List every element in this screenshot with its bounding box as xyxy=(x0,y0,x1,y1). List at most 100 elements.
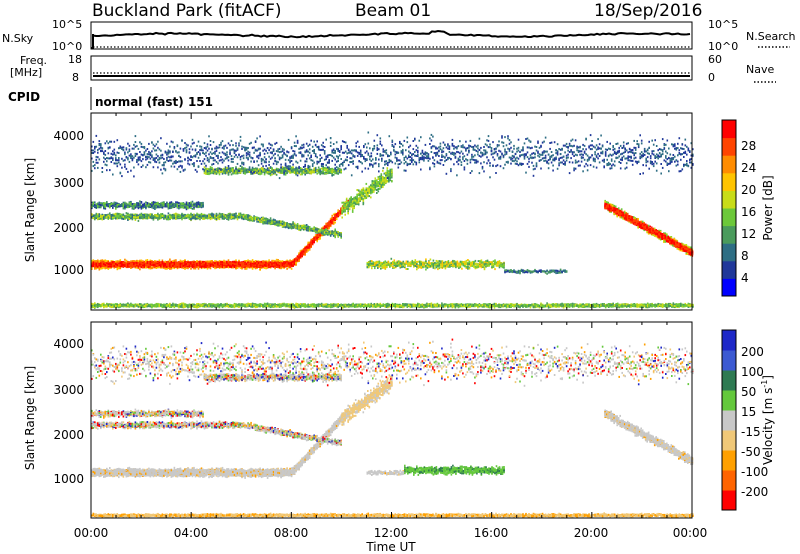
echo-cell xyxy=(527,305,529,307)
echo-cell xyxy=(166,268,168,270)
echo-cell xyxy=(138,306,140,308)
echo-cell xyxy=(611,304,613,306)
echo-cell xyxy=(342,304,344,306)
echo-cell xyxy=(187,263,189,265)
freq-left-tick-bottom: 8 xyxy=(72,71,79,84)
echo-cell xyxy=(315,304,317,306)
echo-cell xyxy=(458,306,460,308)
echo-cell xyxy=(554,304,556,306)
echo-cell xyxy=(181,262,183,264)
echo-cell xyxy=(192,305,194,307)
echo-cell xyxy=(561,303,563,305)
echo-cell xyxy=(183,260,185,262)
echo-cell xyxy=(258,305,260,307)
echo-cell xyxy=(100,263,102,265)
echo-cell xyxy=(617,303,619,305)
echo-cell xyxy=(195,262,197,264)
echo-cell xyxy=(641,304,643,306)
echo-cell xyxy=(162,263,164,265)
echo-cell xyxy=(331,304,333,306)
echo-cell xyxy=(563,307,565,309)
echo-cell xyxy=(416,305,418,307)
echo-cell xyxy=(223,305,225,307)
echo-cell xyxy=(103,306,105,308)
echo-cell xyxy=(174,304,176,306)
echo-cell xyxy=(235,303,237,305)
echo-cell xyxy=(437,304,439,306)
echo-cell xyxy=(112,261,114,263)
echo-cell xyxy=(528,304,530,306)
echo-cell xyxy=(189,265,191,267)
echo-cell xyxy=(103,261,105,263)
echo-cell xyxy=(265,304,267,306)
echo-cell xyxy=(160,261,162,263)
echo-cell xyxy=(627,305,629,307)
echo-cell xyxy=(126,263,128,265)
echo-cell xyxy=(578,305,580,307)
echo-cell xyxy=(108,263,110,265)
echo-cell xyxy=(309,304,311,306)
echo-cell xyxy=(117,260,119,262)
noise-panel-frame xyxy=(91,22,692,49)
echo-cell xyxy=(100,266,102,268)
radar-plot: Buckland Park (fitACF) Beam 01 18/Sep/20… xyxy=(0,0,800,554)
echo-cell xyxy=(108,304,110,306)
echo-cell xyxy=(105,264,107,266)
echo-cell xyxy=(94,302,96,304)
echo-cell xyxy=(138,266,140,268)
echo-cell xyxy=(467,304,469,306)
echo-cell xyxy=(638,304,640,306)
echo-cell xyxy=(330,303,332,305)
echo-cell xyxy=(411,304,413,306)
echo-cell xyxy=(459,304,461,306)
echo-cell xyxy=(506,304,508,306)
echo-cell xyxy=(259,303,261,305)
echo-cell xyxy=(270,305,272,307)
echo-cell xyxy=(139,303,141,305)
echo-cell xyxy=(557,304,559,306)
cpid-text: normal (fast) 151 xyxy=(95,95,213,109)
echo-cell xyxy=(357,304,359,306)
echo-cell xyxy=(132,304,134,306)
echo-cell xyxy=(108,266,110,268)
echo-cell xyxy=(396,305,398,307)
echo-cell xyxy=(677,304,679,306)
echo-cell xyxy=(123,264,125,266)
noise-right-tick-bottom: 10^0 xyxy=(708,40,738,53)
echo-cell xyxy=(184,261,186,263)
echo-cell xyxy=(187,267,189,269)
echo-cell xyxy=(229,305,231,307)
echo-cell xyxy=(109,305,111,307)
echo-cell xyxy=(184,263,186,265)
echo-cell xyxy=(343,305,345,307)
echo-cell xyxy=(96,305,98,307)
echo-cell xyxy=(130,260,132,262)
echo-cell xyxy=(676,305,678,307)
echo-cell xyxy=(647,304,649,306)
echo-cell xyxy=(501,304,503,306)
echo-cell xyxy=(186,263,188,265)
echo-cell xyxy=(264,304,266,306)
echo-cell xyxy=(555,305,557,307)
echo-cell xyxy=(267,305,269,307)
echo-cell xyxy=(279,305,281,307)
echo-cell xyxy=(534,306,536,308)
echo-cell xyxy=(181,266,183,268)
noise-left-tick-top: 10^5 xyxy=(52,18,82,31)
echo-cell xyxy=(489,305,491,307)
echo-cell xyxy=(384,305,386,307)
echo-cell xyxy=(444,306,446,308)
echo-cell xyxy=(546,302,548,304)
echo-cell xyxy=(679,303,681,305)
echo-cell xyxy=(537,304,539,306)
echo-cell xyxy=(99,305,101,307)
echo-cell xyxy=(147,265,149,267)
echo-cell xyxy=(686,305,688,307)
echo-cell xyxy=(500,304,502,306)
echo-cell xyxy=(567,306,569,308)
noise-left-tick-bottom: 10^0 xyxy=(52,40,82,53)
echo-cell xyxy=(656,305,658,307)
echo-cell xyxy=(453,305,455,307)
echo-cell xyxy=(132,264,134,266)
echo-cell xyxy=(103,304,105,306)
